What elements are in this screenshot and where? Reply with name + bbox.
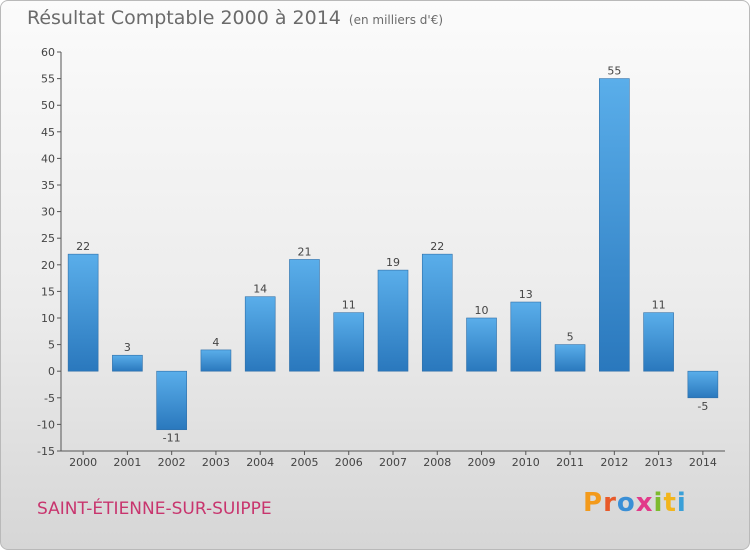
x-tick-label: 2011 [556,456,584,469]
y-tick-label: 10 [41,312,55,325]
data-label-2009: 10 [475,304,489,317]
y-tick-label: 35 [41,179,55,192]
y-tick-label: 55 [41,73,55,86]
data-label-2002: -11 [163,432,181,445]
chart-title: Résultat Comptable 2000 à 2014 (en millie… [27,7,443,29]
y-tick-label: 40 [41,152,55,165]
x-tick-label: 2004 [246,456,274,469]
chart-subtitle: (en milliers d'€) [348,13,444,27]
y-tick-label: -5 [44,392,55,405]
bar-2004 [244,296,276,372]
bar-2009 [466,317,497,372]
y-tick-label: 20 [41,259,55,272]
x-tick-label: 2008 [423,456,451,469]
data-label-2006: 11 [342,299,356,312]
bar-2003 [200,349,232,372]
y-tick-label: 0 [48,365,55,378]
x-tick-label: 2009 [468,456,496,469]
bar-2007 [377,269,409,372]
data-label-2007: 19 [386,256,400,269]
data-label-2001: 3 [124,341,131,354]
x-tick-label: 2012 [600,456,628,469]
y-tick-label: 15 [41,285,55,298]
y-tick-label: 5 [48,339,55,352]
bar-2010 [510,301,542,372]
x-tick-label: 2002 [158,456,186,469]
bar-2011 [554,344,586,372]
bar-2000 [67,253,99,372]
bar-2008 [421,253,453,372]
data-label-2011: 5 [567,331,574,344]
y-tick-label: 50 [41,99,55,112]
x-tick-label: 2000 [69,456,97,469]
proxiti-logo: Proxiti [583,488,687,518]
x-tick-label: 2003 [202,456,230,469]
data-label-2012: 55 [607,65,621,78]
data-label-2003: 4 [212,336,219,349]
x-tick-label: 2005 [290,456,318,469]
bar-2013 [643,312,674,372]
data-label-2000: 22 [76,240,90,253]
x-tick-label: 2007 [379,456,407,469]
x-tick-label: 2010 [512,456,540,469]
bar-2005 [289,259,320,372]
data-label-2008: 22 [430,240,444,253]
bar-2012 [599,78,630,372]
bar-2006 [333,312,365,372]
data-label-2014: -5 [697,400,708,413]
x-tick-label: 2006 [335,456,363,469]
y-tick-label: -10 [37,418,55,431]
x-tick-label: 2013 [645,456,673,469]
place-name: SAINT-ÉTIENNE-SUR-SUIPPE [37,499,272,519]
y-tick-label: 30 [41,206,55,219]
data-label-2013: 11 [652,299,666,312]
y-tick-label: 60 [41,46,55,59]
bar-2002 [156,370,187,431]
bar-2014 [687,370,719,399]
y-tick-label: 25 [41,232,55,245]
chart-title-text: Résultat Comptable 2000 à 2014 [27,7,341,29]
x-tick-label: 2014 [689,456,717,469]
data-label-2005: 21 [297,245,311,258]
data-label-2004: 14 [253,283,267,296]
x-tick-label: 2001 [113,456,141,469]
bar-2001 [112,354,143,372]
y-tick-label: 45 [41,126,55,139]
y-tick-label: -15 [37,445,55,458]
data-label-2010: 13 [519,288,533,301]
